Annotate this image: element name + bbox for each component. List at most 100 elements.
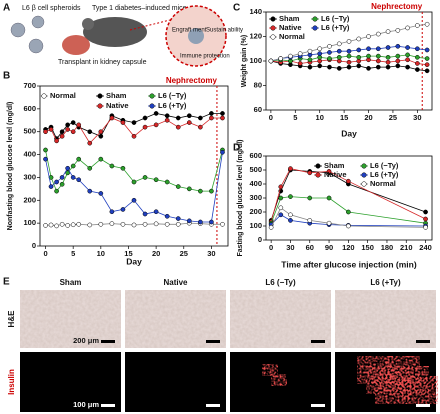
point	[336, 48, 342, 54]
point	[186, 218, 192, 224]
legend-label: Native	[106, 101, 129, 110]
series-line	[45, 149, 223, 192]
point	[415, 23, 420, 28]
y-tick-label: 100	[23, 218, 36, 227]
point	[415, 61, 420, 66]
point	[405, 57, 410, 63]
point	[278, 212, 284, 218]
point	[109, 115, 115, 121]
point	[142, 175, 148, 180]
scale-bar	[311, 404, 325, 407]
point	[326, 169, 332, 174]
point	[43, 223, 48, 228]
point	[70, 163, 76, 169]
point	[278, 56, 283, 61]
point	[175, 216, 181, 221]
point	[297, 61, 303, 66]
x-tick-label: 120	[342, 243, 355, 252]
he-image	[335, 290, 436, 348]
point	[307, 64, 313, 70]
legend-marker	[315, 163, 321, 169]
point	[278, 184, 284, 190]
scale-bar	[206, 404, 220, 407]
point	[366, 46, 371, 52]
point	[385, 59, 391, 65]
insulin-image	[125, 352, 226, 412]
point	[164, 221, 170, 227]
point	[288, 194, 293, 199]
x-tick-label: 5	[71, 249, 75, 258]
point	[395, 28, 401, 33]
point	[70, 120, 76, 125]
point	[415, 54, 420, 60]
legend-marker	[149, 103, 155, 109]
point	[326, 195, 332, 201]
point	[65, 127, 70, 132]
panel-label: E	[3, 277, 10, 288]
point	[164, 213, 170, 219]
x-axis-label: Day	[126, 256, 142, 266]
point	[366, 53, 371, 59]
y-tick-label: 400	[249, 179, 262, 188]
legend-label: L6 (+Ty)	[321, 23, 350, 32]
x-tick-label: 60	[306, 243, 314, 252]
point	[346, 48, 352, 54]
point	[59, 129, 65, 135]
y-tick-label: 80	[254, 80, 262, 89]
point	[415, 67, 420, 72]
point	[59, 175, 65, 180]
legend-marker	[312, 16, 318, 22]
label: Sustain ability	[206, 28, 243, 34]
x-tick-label: 20	[152, 249, 160, 258]
x-tick-label: 10	[97, 249, 105, 258]
point	[98, 156, 104, 162]
plot-frame	[39, 85, 229, 247]
point	[186, 186, 192, 192]
point	[220, 115, 225, 121]
point	[198, 219, 203, 225]
point	[48, 222, 54, 228]
label: Engraft ment	[172, 28, 207, 34]
point	[385, 64, 391, 70]
x-tick-label: 30	[207, 249, 215, 258]
point	[366, 34, 371, 39]
x-tick-label: 5	[293, 113, 297, 122]
point	[98, 129, 104, 135]
point	[375, 58, 381, 64]
point	[59, 221, 65, 227]
legend-label: Normal	[279, 32, 305, 41]
graft	[188, 28, 204, 44]
point	[87, 165, 93, 171]
point	[366, 66, 371, 71]
y-tick-label: 60	[254, 105, 262, 114]
kidney	[62, 35, 90, 55]
point	[153, 177, 159, 183]
y-tick-label: 600	[23, 104, 36, 113]
point	[307, 218, 313, 223]
legend-marker	[270, 16, 276, 22]
legend-marker	[149, 93, 155, 99]
x-tick-label: 210	[400, 243, 413, 252]
point	[70, 129, 76, 135]
y-tick-label: 200	[249, 207, 262, 216]
point	[326, 220, 332, 226]
point	[346, 39, 352, 44]
series-line	[270, 45, 428, 62]
legend-marker	[270, 34, 276, 40]
point	[175, 221, 181, 227]
point	[120, 165, 126, 171]
point	[76, 156, 82, 162]
insulin-stain	[262, 364, 278, 376]
mouse	[83, 17, 147, 47]
point	[65, 170, 70, 176]
point	[336, 41, 342, 47]
point	[54, 188, 59, 194]
point	[423, 216, 428, 222]
point	[164, 117, 170, 123]
row-label: H&E	[7, 310, 16, 328]
legend-label: Sham	[324, 161, 345, 170]
point	[43, 156, 48, 162]
legend-label: L6 (−Ty)	[370, 161, 399, 170]
point	[209, 219, 214, 225]
scale-bar	[101, 404, 115, 407]
